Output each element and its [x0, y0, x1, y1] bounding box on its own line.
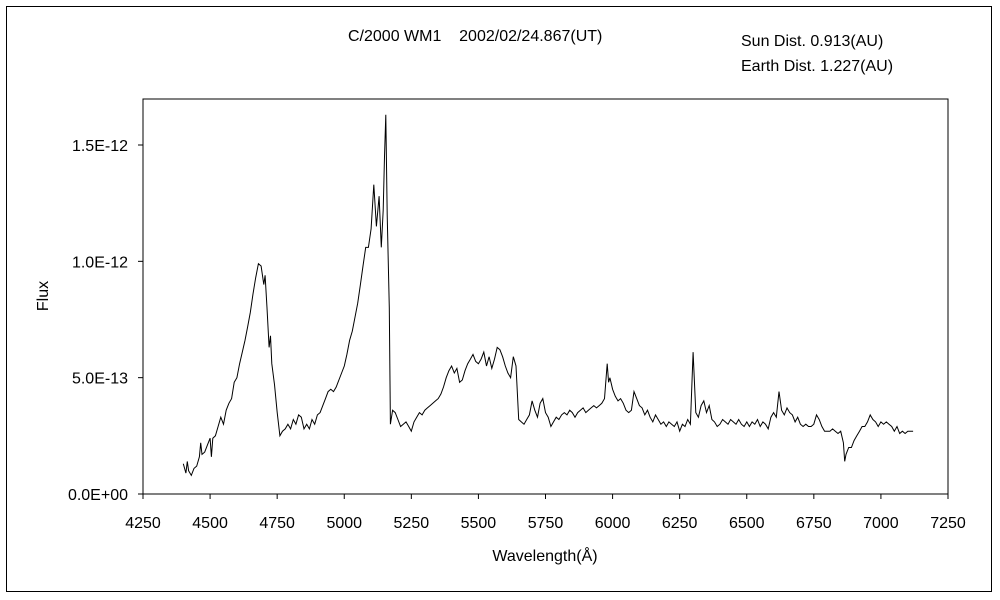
x-tick-label: 5000 — [326, 515, 362, 532]
x-tick-label: 5500 — [461, 515, 497, 532]
earth-distance-annotation: Earth Dist. 1.227(AU) — [741, 58, 894, 75]
y-axis-label: Flux — [35, 281, 52, 311]
x-tick-label: 4500 — [192, 515, 228, 532]
x-tick-label: 6000 — [595, 515, 631, 532]
y-tick-label: 5.0E-13 — [72, 371, 128, 388]
y-tick-label: 0.0E+00 — [68, 487, 128, 504]
x-tick-label: 6500 — [729, 515, 765, 532]
plot-area — [142, 98, 949, 495]
y-tick-label: 1.0E-12 — [72, 254, 128, 271]
x-tick-label: 6750 — [796, 515, 832, 532]
series-line-spectrum — [182, 114, 914, 477]
y-tick-label: 1.5E-12 — [72, 138, 128, 155]
x-tick-label: 7000 — [863, 515, 899, 532]
x-axis: 4250 4500 4750 5000 5250 5500 5750 6000 6250 6500… — [125, 494, 966, 532]
x-tick-label: 7250 — [930, 515, 966, 532]
x-tick-label: 6250 — [662, 515, 698, 532]
x-tick-label: 4750 — [259, 515, 295, 532]
chart-title: C/2000 WM1 2002/02/24.867(UT) — [348, 28, 603, 45]
x-tick-label: 4250 — [125, 515, 161, 532]
y-axis: 0.0E+00 5.0E-13 1.0E-12 1.5E-12 — [68, 138, 143, 504]
x-axis-label: Wavelength(Å) — [492, 546, 597, 565]
x-tick-label: 5250 — [394, 515, 430, 532]
sun-distance-annotation: Sun Dist. 0.913(AU) — [741, 33, 884, 50]
x-tick-label: 5750 — [528, 515, 564, 532]
